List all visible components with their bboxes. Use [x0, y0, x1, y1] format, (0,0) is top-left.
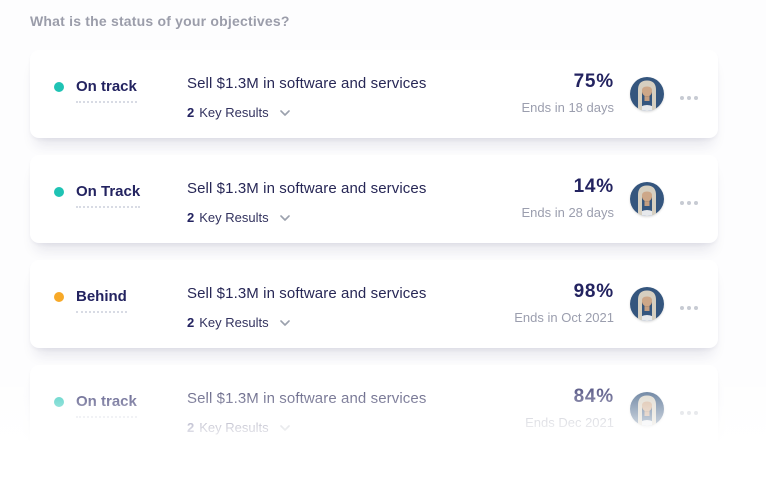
ellipsis-dot-icon [687, 96, 691, 100]
objective-card[interactable]: On Track Sell $1.3M in software and serv… [30, 155, 718, 243]
progress-block: 75% Ends in 18 days [521, 71, 614, 115]
status-dot-icon [54, 292, 64, 302]
status-label: On track [76, 78, 137, 103]
ends-date: Ends Dec 2021 [525, 415, 614, 430]
status-badge[interactable]: On track [54, 393, 137, 418]
progress-percent: 84% [573, 386, 614, 407]
key-results-toggle[interactable]: 2 Key Results [187, 315, 290, 330]
status-badge[interactable]: On Track [54, 183, 141, 208]
status-label: On track [76, 393, 137, 418]
woman-portrait-icon [630, 77, 664, 111]
key-results-toggle[interactable]: 2 Key Results [187, 420, 290, 435]
key-results-count: 2 [187, 420, 195, 435]
status-label: Behind [76, 288, 127, 313]
objective-card[interactable]: On track Sell $1.3M in software and serv… [30, 50, 718, 138]
key-results-count: 2 [187, 315, 195, 330]
ellipsis-dot-icon [680, 411, 684, 415]
key-results-label: Key Results [199, 420, 269, 435]
ellipsis-dot-icon [687, 411, 691, 415]
key-results-count: 2 [187, 105, 195, 120]
key-results-toggle[interactable]: 2 Key Results [187, 105, 290, 120]
key-results-count: 2 [187, 210, 195, 225]
ellipsis-dot-icon [687, 201, 691, 205]
progress-percent: 14% [573, 176, 614, 197]
chevron-down-icon [279, 109, 290, 116]
key-results-label: Key Results [199, 105, 269, 120]
progress-block: 98% Ends in Oct 2021 [514, 281, 614, 325]
ends-date: Ends in 28 days [521, 205, 614, 220]
woman-portrait-icon [630, 392, 664, 426]
ellipsis-dot-icon [694, 96, 698, 100]
chevron-down-icon [279, 319, 290, 326]
more-options-button[interactable] [678, 407, 700, 419]
objective-card[interactable]: On track Sell $1.3M in software and serv… [30, 365, 718, 453]
status-dot-icon [54, 82, 64, 92]
ellipsis-dot-icon [694, 306, 698, 310]
page-title: What is the status of your objectives? [30, 13, 290, 29]
ellipsis-dot-icon [680, 201, 684, 205]
progress-block: 84% Ends Dec 2021 [525, 386, 614, 430]
ellipsis-dot-icon [694, 201, 698, 205]
objective-title[interactable]: Sell $1.3M in software and services [187, 390, 427, 407]
chevron-down-icon [279, 214, 290, 221]
progress-block: 14% Ends in 28 days [521, 176, 614, 220]
key-results-label: Key Results [199, 315, 269, 330]
objective-title[interactable]: Sell $1.3M in software and services [187, 75, 427, 92]
ellipsis-dot-icon [680, 306, 684, 310]
woman-portrait-icon [630, 287, 664, 321]
avatar[interactable] [630, 287, 664, 321]
status-label: On Track [76, 183, 141, 208]
ellipsis-dot-icon [694, 411, 698, 415]
objective-title[interactable]: Sell $1.3M in software and services [187, 180, 427, 197]
more-options-button[interactable] [678, 92, 700, 104]
objective-card[interactable]: Behind Sell $1.3M in software and servic… [30, 260, 718, 348]
status-badge[interactable]: Behind [54, 288, 127, 313]
objective-title[interactable]: Sell $1.3M in software and services [187, 285, 427, 302]
objectives-list: On track Sell $1.3M in software and serv… [30, 50, 718, 453]
avatar[interactable] [630, 392, 664, 426]
chevron-down-icon [279, 424, 290, 431]
ends-date: Ends in 18 days [521, 100, 614, 115]
ellipsis-dot-icon [687, 306, 691, 310]
status-dot-icon [54, 397, 64, 407]
progress-percent: 75% [573, 71, 614, 92]
ellipsis-dot-icon [680, 96, 684, 100]
woman-portrait-icon [630, 182, 664, 216]
status-badge[interactable]: On track [54, 78, 137, 103]
avatar[interactable] [630, 182, 664, 216]
key-results-toggle[interactable]: 2 Key Results [187, 210, 290, 225]
key-results-label: Key Results [199, 210, 269, 225]
avatar[interactable] [630, 77, 664, 111]
more-options-button[interactable] [678, 302, 700, 314]
status-dot-icon [54, 187, 64, 197]
more-options-button[interactable] [678, 197, 700, 209]
progress-percent: 98% [573, 281, 614, 302]
ends-date: Ends in Oct 2021 [514, 310, 614, 325]
